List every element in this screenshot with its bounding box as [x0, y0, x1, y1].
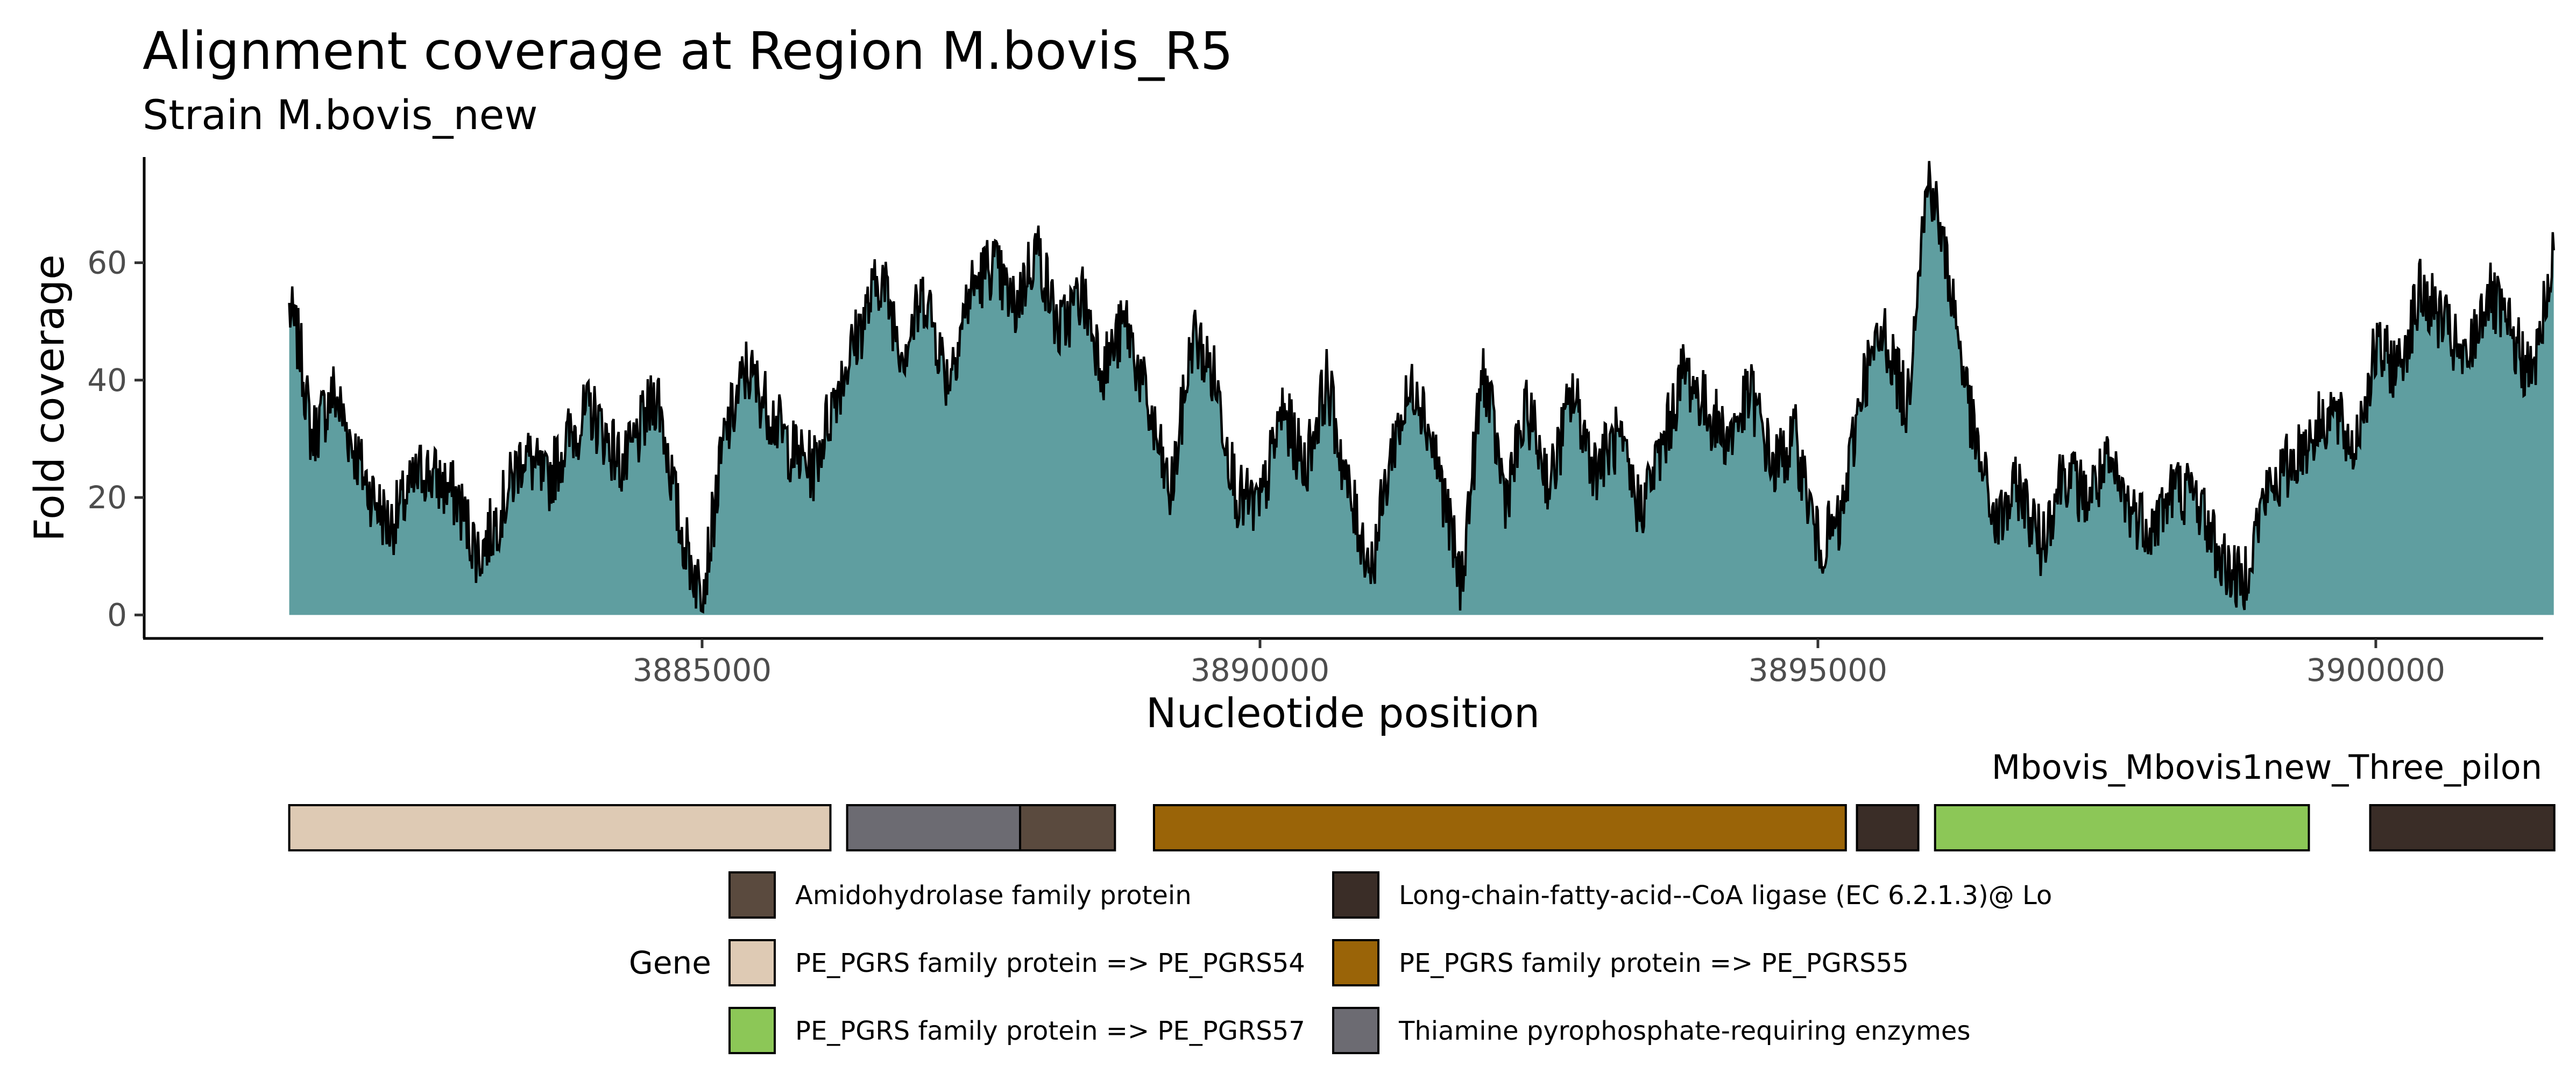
y-tick: 60 [87, 244, 144, 281]
legend-swatch [728, 871, 776, 919]
y-tick-label: 20 [87, 479, 127, 516]
chart-title: Alignment coverage at Region M.bovis_R5 [143, 21, 1233, 81]
x-tick: 3890000 [1191, 638, 1329, 688]
gene-feature [846, 804, 1022, 851]
legend-item: PE_PGRS family protein => PE_PGRS57 [728, 1007, 1305, 1054]
legend-swatch [728, 939, 776, 986]
legend-item: Long-chain-fatty-acid--CoA ligase (EC 6.… [1332, 871, 2052, 919]
y-tick-label: 0 [107, 596, 127, 633]
legend-label: PE_PGRS family protein => PE_PGRS54 [795, 948, 1305, 978]
x-tick-label: 3900000 [2306, 652, 2445, 688]
legend-swatch [1332, 939, 1379, 986]
gene-feature [1934, 804, 2310, 851]
gene-feature [2369, 804, 2556, 851]
x-tick-label: 3885000 [633, 652, 772, 688]
gene-feature [1856, 804, 1920, 851]
y-tick: 0 [107, 596, 144, 633]
legend-swatch [728, 1007, 776, 1054]
x-axis-ticks: 3885000 3890000 3895000 3900000 [633, 638, 2445, 688]
gene-track [288, 804, 2556, 851]
x-tick: 3885000 [633, 638, 772, 688]
y-tick: 40 [87, 362, 144, 399]
gene-legend: Amidohydrolase family protein PE_PGRS fa… [728, 871, 2052, 1054]
legend-item: PE_PGRS family protein => PE_PGRS54 [728, 939, 1305, 986]
legend-label: Amidohydrolase family protein [795, 880, 1192, 911]
legend-item: PE_PGRS family protein => PE_PGRS55 [1332, 939, 1909, 986]
y-axis-ticks: 0 20 40 60 [87, 244, 144, 633]
y-tick: 20 [87, 479, 144, 516]
y-axis-title: Fold coverage [25, 254, 73, 542]
legend-label: Long-chain-fatty-acid--CoA ligase (EC 6.… [1399, 880, 2052, 911]
gene-feature [1019, 804, 1116, 851]
plot-area [288, 161, 2555, 615]
gene-feature [288, 804, 832, 851]
legend-item: Thiamine pyrophosphate-requiring enzymes [1332, 1007, 1970, 1054]
x-tick-label: 3895000 [1749, 652, 1887, 688]
chart-subtitle: Strain M.bovis_new [143, 91, 538, 139]
x-tick: 3895000 [1749, 638, 1887, 688]
legend-label: Thiamine pyrophosphate-requiring enzymes [1398, 1016, 1970, 1046]
legend-swatch [1332, 1007, 1379, 1054]
x-tick: 3900000 [2306, 638, 2445, 688]
coverage-line [288, 161, 2555, 614]
gene-feature [1152, 804, 1847, 851]
x-tick-label: 3890000 [1191, 652, 1329, 688]
legend-swatch [1332, 871, 1379, 919]
y-tick-label: 40 [87, 362, 127, 399]
legend-item: Amidohydrolase family protein [728, 871, 1192, 919]
legend-label: PE_PGRS family protein => PE_PGRS57 [795, 1016, 1305, 1046]
x-axis-title: Nucleotide position [1146, 689, 1540, 737]
legend-title: Gene [629, 944, 711, 981]
y-tick-label: 60 [87, 244, 127, 281]
legend-label: PE_PGRS family protein => PE_PGRS55 [1399, 948, 1909, 978]
gene-track-label: Mbovis_Mbovis1new_Three_pilon [1992, 748, 2542, 787]
